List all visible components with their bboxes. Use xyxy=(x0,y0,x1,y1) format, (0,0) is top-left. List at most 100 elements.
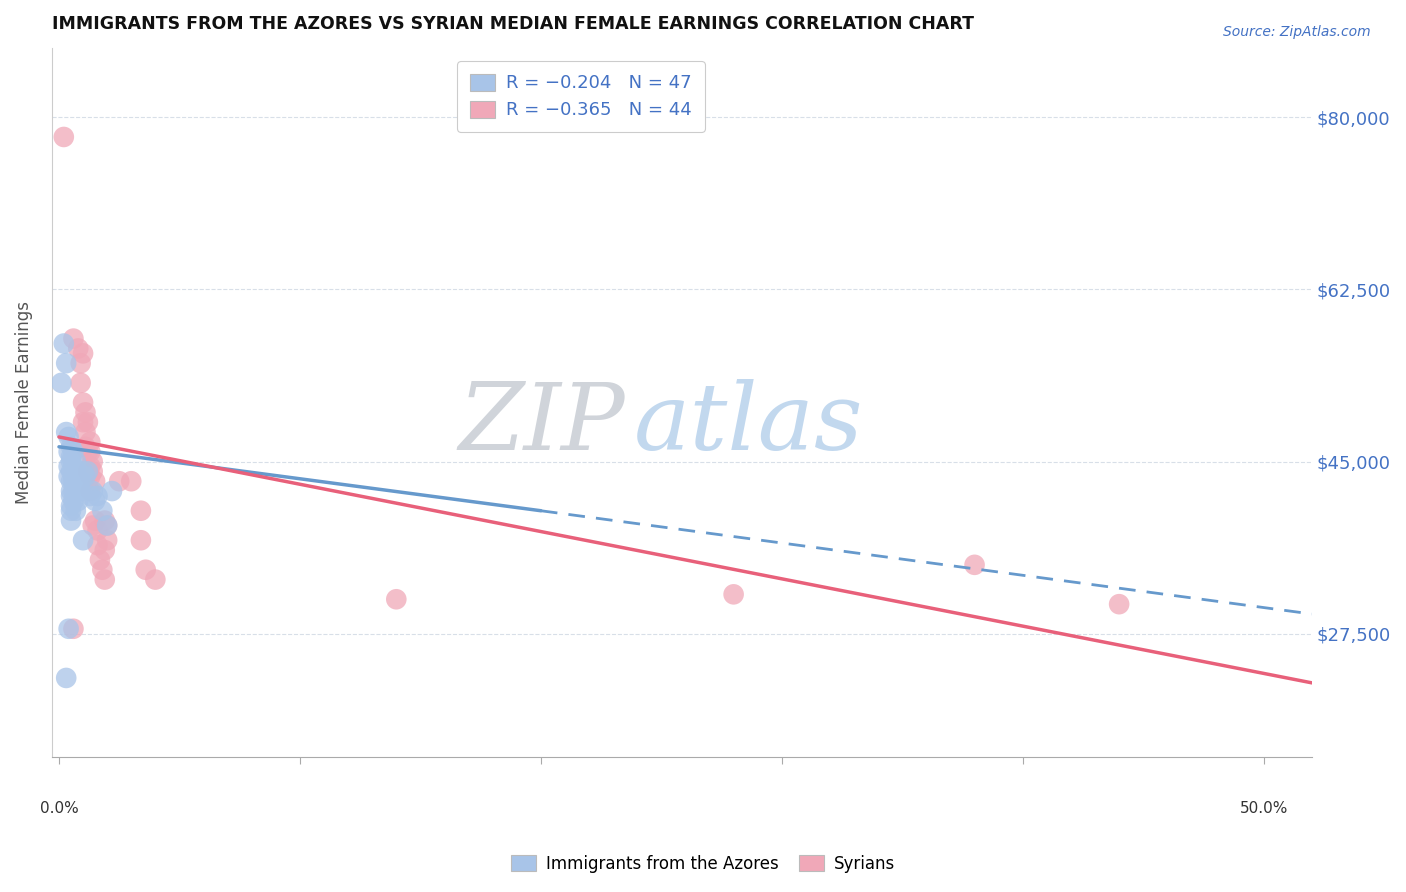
Point xyxy=(55,356,77,370)
Point xyxy=(67,342,90,356)
Point xyxy=(55,425,77,439)
Point xyxy=(60,484,83,499)
Point xyxy=(91,504,114,518)
Y-axis label: Median Female Earnings: Median Female Earnings xyxy=(15,301,32,504)
Point xyxy=(101,484,124,499)
Point xyxy=(65,454,87,468)
Point xyxy=(60,454,83,468)
Point xyxy=(58,459,80,474)
Point xyxy=(96,533,118,548)
Point xyxy=(75,440,97,454)
Point xyxy=(58,469,80,483)
Point xyxy=(55,671,77,685)
Point xyxy=(82,518,104,533)
Point xyxy=(72,395,94,409)
Point xyxy=(65,504,87,518)
Point xyxy=(79,459,101,474)
Point xyxy=(75,469,97,483)
Point xyxy=(58,444,80,458)
Point xyxy=(79,484,101,499)
Point xyxy=(79,434,101,449)
Point xyxy=(62,459,84,474)
Point xyxy=(60,504,83,518)
Point xyxy=(72,464,94,478)
Text: 0.0%: 0.0% xyxy=(39,801,79,816)
Point xyxy=(72,415,94,429)
Point xyxy=(77,464,100,478)
Point xyxy=(96,518,118,533)
Point xyxy=(67,494,90,508)
Point xyxy=(60,440,83,454)
Point xyxy=(79,489,101,503)
Point xyxy=(62,474,84,488)
Legend: R = −0.204   N = 47, R = −0.365   N = 44: R = −0.204 N = 47, R = −0.365 N = 44 xyxy=(457,61,704,132)
Point xyxy=(62,444,84,458)
Point xyxy=(86,524,108,538)
Point xyxy=(135,563,157,577)
Text: Source: ZipAtlas.com: Source: ZipAtlas.com xyxy=(1223,25,1371,39)
Point xyxy=(84,514,107,528)
Point xyxy=(75,425,97,439)
Point xyxy=(91,563,114,577)
Point xyxy=(65,464,87,478)
Point xyxy=(94,543,117,558)
Point xyxy=(89,553,111,567)
Point xyxy=(82,454,104,468)
Point xyxy=(69,376,91,390)
Point xyxy=(1108,597,1130,611)
Point xyxy=(84,474,107,488)
Point xyxy=(60,489,83,503)
Text: ZIP: ZIP xyxy=(458,379,626,469)
Point xyxy=(65,479,87,493)
Point xyxy=(82,484,104,499)
Point xyxy=(62,622,84,636)
Point xyxy=(69,474,91,488)
Point xyxy=(60,514,83,528)
Point xyxy=(51,376,73,390)
Text: atlas: atlas xyxy=(634,379,863,469)
Point xyxy=(69,356,91,370)
Point xyxy=(72,533,94,548)
Point xyxy=(58,430,80,444)
Point xyxy=(52,130,75,145)
Point xyxy=(77,444,100,458)
Point xyxy=(62,469,84,483)
Point xyxy=(62,484,84,499)
Point xyxy=(82,464,104,478)
Point xyxy=(86,538,108,552)
Text: 50.0%: 50.0% xyxy=(1240,801,1288,816)
Point xyxy=(94,573,117,587)
Point xyxy=(52,336,75,351)
Point xyxy=(75,405,97,419)
Point xyxy=(72,346,94,360)
Point xyxy=(79,444,101,458)
Point xyxy=(60,450,83,464)
Point xyxy=(65,474,87,488)
Point xyxy=(385,592,408,607)
Point xyxy=(77,464,100,478)
Point xyxy=(58,622,80,636)
Point xyxy=(67,474,90,488)
Point xyxy=(67,484,90,499)
Point xyxy=(94,514,117,528)
Legend: Immigrants from the Azores, Syrians: Immigrants from the Azores, Syrians xyxy=(505,848,901,880)
Point xyxy=(62,494,84,508)
Point xyxy=(69,484,91,499)
Point xyxy=(79,469,101,483)
Point xyxy=(84,494,107,508)
Point xyxy=(129,504,152,518)
Point xyxy=(120,474,142,488)
Point xyxy=(77,415,100,429)
Point xyxy=(60,499,83,513)
Point xyxy=(143,573,166,587)
Point xyxy=(86,489,108,503)
Text: IMMIGRANTS FROM THE AZORES VS SYRIAN MEDIAN FEMALE EARNINGS CORRELATION CHART: IMMIGRANTS FROM THE AZORES VS SYRIAN MED… xyxy=(52,15,974,33)
Point xyxy=(129,533,152,548)
Point xyxy=(723,587,745,601)
Point xyxy=(60,474,83,488)
Point xyxy=(963,558,986,572)
Point xyxy=(108,474,131,488)
Point xyxy=(62,332,84,346)
Point xyxy=(96,518,118,533)
Point xyxy=(60,464,83,478)
